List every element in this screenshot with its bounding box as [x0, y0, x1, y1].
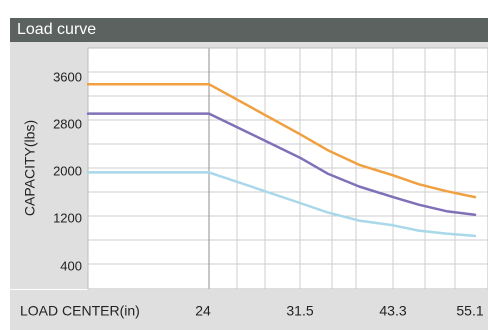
- y-axis-label: CAPACITY(lbs): [22, 120, 38, 216]
- x-tick-label-43.3: 43.3: [379, 303, 406, 319]
- plot-border: [87, 47, 488, 290]
- y-tick-label-2000: 2000: [53, 163, 82, 178]
- y-tick-label-400: 400: [60, 258, 82, 273]
- x-tick-labels: 24 31.5 43.3 55.1: [195, 303, 484, 319]
- series-line-3: [86, 171, 477, 238]
- series-group: [86, 82, 477, 238]
- y-tick-label-2800: 2800: [53, 116, 82, 131]
- y-tick-labels: 3600 2800 2000 1200 400: [53, 69, 82, 273]
- y-tick-label-3600: 3600: [53, 69, 82, 84]
- grid-lines: [88, 48, 488, 289]
- series-line-1: [86, 82, 477, 199]
- series-line-2: [86, 112, 477, 216]
- chart-title: Load curve: [17, 21, 97, 38]
- panel-header: [10, 18, 488, 42]
- x-tick-label-55.1: 55.1: [456, 303, 483, 319]
- x-axis-label: LOAD CENTER(in): [20, 303, 140, 319]
- x-tick-label-24: 24: [195, 303, 211, 319]
- y-tick-label-1200: 1200: [53, 210, 82, 225]
- x-tick-label-31.5: 31.5: [286, 303, 313, 319]
